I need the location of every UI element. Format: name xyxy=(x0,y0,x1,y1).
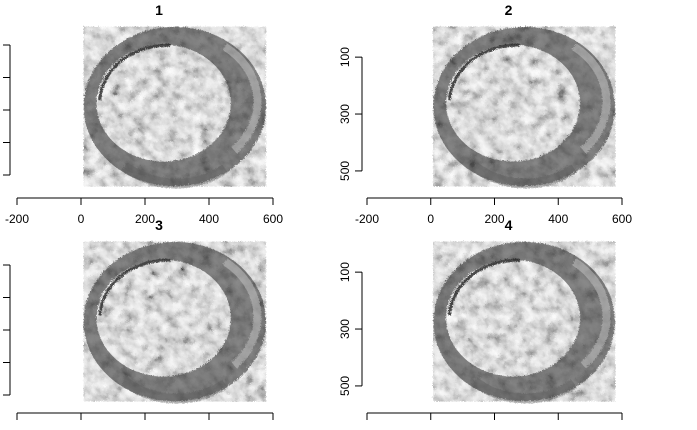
y-tick-label: 500 xyxy=(338,161,352,181)
x-tick-label: 600 xyxy=(612,212,632,226)
ring-highlight xyxy=(570,257,610,368)
panel-title: 1 xyxy=(155,2,163,18)
ring-inner-rim xyxy=(446,257,519,315)
y-tick-label: 100 xyxy=(338,47,352,67)
x-tick-label: 200 xyxy=(135,212,155,226)
y-axis xyxy=(3,264,11,396)
y-axis xyxy=(3,44,11,176)
x-tick-label: 400 xyxy=(199,212,219,226)
ring-image xyxy=(432,240,615,403)
panel-title: 4 xyxy=(505,217,513,233)
ring-highlight xyxy=(221,257,261,368)
x-axis xyxy=(16,412,274,420)
panel-2: 2 -200 0 200 400 600 100 300 500 xyxy=(338,2,632,226)
panel-title: 2 xyxy=(505,2,513,18)
ring-highlight xyxy=(570,42,610,153)
ring-body xyxy=(432,25,615,186)
x-tick-label: -200 xyxy=(355,212,379,226)
ring-image xyxy=(82,25,265,188)
ring-shadow xyxy=(470,161,577,188)
x-tick-label: 400 xyxy=(548,212,568,226)
x-axis: -200 0 200 400 600 xyxy=(5,197,283,226)
panel-1: 1 -200 0 200 400 600 xyxy=(3,2,283,226)
ring-highlight xyxy=(221,42,261,153)
ring-shadow xyxy=(120,161,227,188)
x-tick-label: -200 xyxy=(5,212,29,226)
panel-3: 3 xyxy=(3,217,274,420)
ring-image xyxy=(82,240,265,403)
panel-title: 3 xyxy=(155,217,163,233)
x-tick-label: 200 xyxy=(484,212,504,226)
ring-body xyxy=(432,240,615,401)
x-axis: -200 0 200 400 600 xyxy=(355,197,632,226)
ring-inner-rim xyxy=(97,42,170,100)
y-tick-label: 500 xyxy=(338,376,352,396)
ring-body xyxy=(82,25,265,186)
y-tick-label: 100 xyxy=(338,262,352,282)
y-axis: 100 300 500 xyxy=(338,262,363,396)
x-tick-label: 600 xyxy=(263,212,283,226)
ring-image xyxy=(432,25,615,188)
x-axis xyxy=(366,412,623,420)
ring-inner-rim xyxy=(446,42,519,100)
y-tick-label: 300 xyxy=(338,104,352,124)
ring-body xyxy=(82,240,265,401)
y-tick-label: 300 xyxy=(338,319,352,339)
ring-shadow xyxy=(470,376,577,403)
ring-shadow xyxy=(120,376,227,403)
panel-4: 4 100 300 500 xyxy=(338,217,623,420)
x-tick-label: 0 xyxy=(427,212,434,226)
ring-inner-rim xyxy=(97,257,170,315)
x-tick-label: 0 xyxy=(78,212,85,226)
y-axis: 100 300 500 xyxy=(338,47,363,181)
